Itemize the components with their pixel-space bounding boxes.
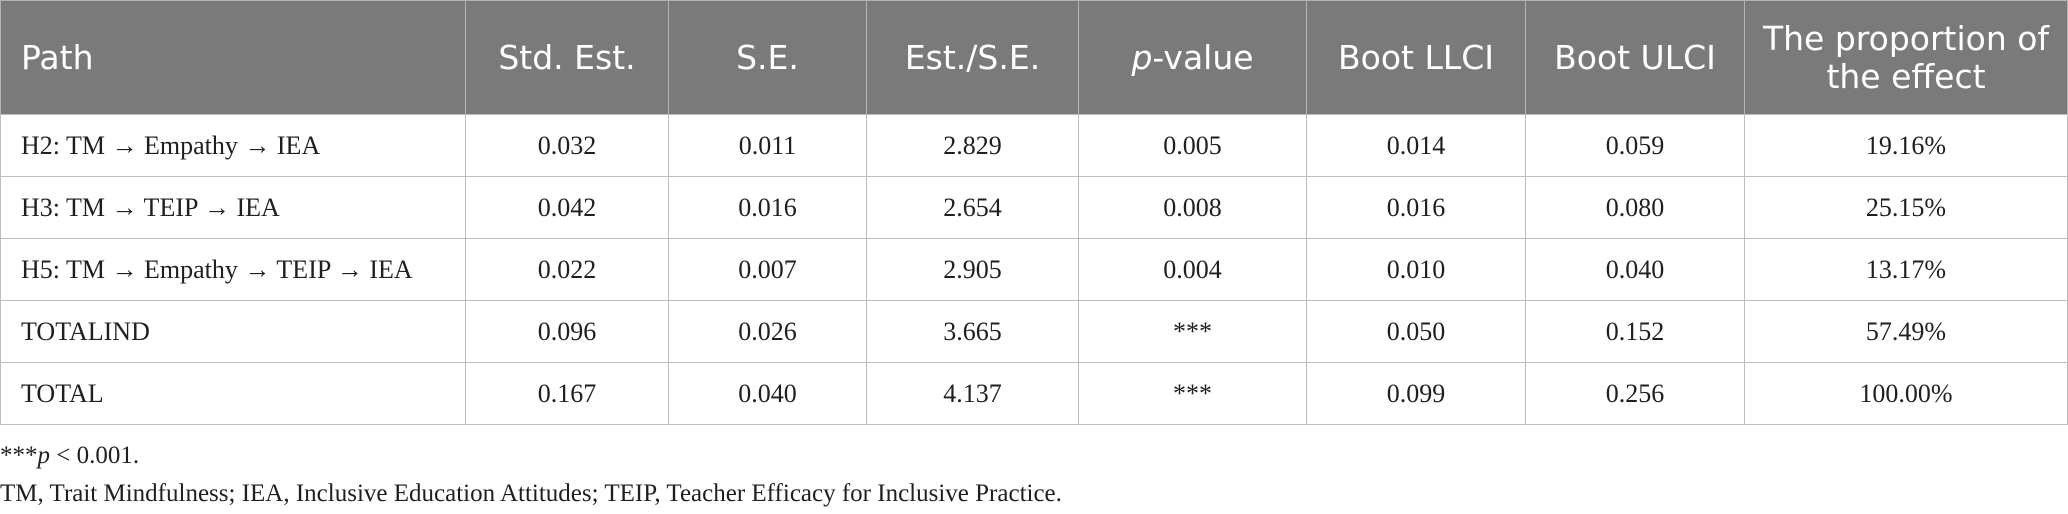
table-header: Path Std. Est. S.E. Est./S.E. p-value Bo… (0, 0, 2068, 115)
header-p-value: p-value (1078, 0, 1307, 115)
cell-boot-ulci: 0.059 (1525, 114, 1745, 177)
cell-p-value: 0.004 (1078, 238, 1307, 301)
cell-p-value: *** (1078, 362, 1307, 425)
cell-est-se: 2.654 (866, 176, 1079, 239)
cell-proportion: 13.17% (1744, 238, 2068, 301)
cell-path: H3: TM → TEIP → IEA (0, 176, 466, 239)
header-path: Path (0, 0, 466, 115)
mediation-results-table: Path Std. Est. S.E. Est./S.E. p-value Bo… (0, 0, 2068, 425)
cell-se: 0.026 (668, 300, 867, 363)
cell-se: 0.040 (668, 362, 867, 425)
table-footnotes: ***p < 0.001. TM, Trait Mindfulness; IEA… (0, 437, 2068, 513)
cell-p-value: 0.008 (1078, 176, 1307, 239)
cell-std-est: 0.032 (465, 114, 669, 177)
cell-p-value: 0.005 (1078, 114, 1307, 177)
significance-threshold: < 0.001. (50, 442, 140, 469)
cell-est-se: 2.829 (866, 114, 1079, 177)
cell-boot-llci: 0.050 (1306, 300, 1526, 363)
cell-se: 0.016 (668, 176, 867, 239)
cell-std-est: 0.042 (465, 176, 669, 239)
cell-std-est: 0.167 (465, 362, 669, 425)
table-row: H3: TM → TEIP → IEA 0.042 0.016 2.654 0.… (0, 176, 2068, 239)
cell-std-est: 0.022 (465, 238, 669, 301)
mediation-table-container: Path Std. Est. S.E. Est./S.E. p-value Bo… (0, 0, 2068, 425)
cell-se: 0.011 (668, 114, 867, 177)
cell-boot-ulci: 0.080 (1525, 176, 1745, 239)
cell-path: H5: TM → Empathy → TEIP → IEA (0, 238, 466, 301)
header-std-est: Std. Est. (465, 0, 669, 115)
significance-stars: *** (0, 442, 38, 469)
abbreviations-note: TM, Trait Mindfulness; IEA, Inclusive Ed… (0, 480, 1062, 507)
cell-est-se: 3.665 (866, 300, 1079, 363)
table-row: TOTALIND 0.096 0.026 3.665 *** 0.050 0.1… (0, 300, 2068, 363)
cell-boot-llci: 0.014 (1306, 114, 1526, 177)
table-body: H2: TM → Empathy → IEA 0.032 0.011 2.829… (0, 114, 2068, 425)
cell-p-value: *** (1078, 300, 1307, 363)
cell-boot-ulci: 0.256 (1525, 362, 1745, 425)
table-row: H2: TM → Empathy → IEA 0.032 0.011 2.829… (0, 114, 2068, 177)
cell-est-se: 2.905 (866, 238, 1079, 301)
cell-proportion: 19.16% (1744, 114, 2068, 177)
significance-note: ***p < 0.001. (0, 437, 2068, 475)
cell-proportion: 57.49% (1744, 300, 2068, 363)
cell-se: 0.007 (668, 238, 867, 301)
header-row: Path Std. Est. S.E. Est./S.E. p-value Bo… (0, 0, 2068, 115)
significance-p: p (37, 442, 51, 469)
cell-boot-llci: 0.016 (1306, 176, 1526, 239)
header-p-value-rest: -value (1152, 37, 1254, 77)
cell-boot-ulci: 0.040 (1525, 238, 1745, 301)
cell-std-est: 0.096 (465, 300, 669, 363)
cell-boot-llci: 0.010 (1306, 238, 1526, 301)
cell-proportion: 25.15% (1744, 176, 2068, 239)
table-row: H5: TM → Empathy → TEIP → IEA 0.022 0.00… (0, 238, 2068, 301)
header-boot-ulci: Boot ULCI (1525, 0, 1745, 115)
cell-path: TOTAL (0, 362, 466, 425)
cell-path: H2: TM → Empathy → IEA (0, 114, 466, 177)
cell-boot-llci: 0.099 (1306, 362, 1526, 425)
header-proportion: The proportion of the effect (1744, 0, 2068, 115)
header-p-value-italic: p (1131, 37, 1153, 77)
cell-proportion: 100.00% (1744, 362, 2068, 425)
header-boot-llci: Boot LLCI (1306, 0, 1526, 115)
header-est-se: Est./S.E. (866, 0, 1079, 115)
cell-est-se: 4.137 (866, 362, 1079, 425)
cell-boot-ulci: 0.152 (1525, 300, 1745, 363)
cell-path: TOTALIND (0, 300, 466, 363)
table-row: TOTAL 0.167 0.040 4.137 *** 0.099 0.256 … (0, 362, 2068, 425)
header-se: S.E. (668, 0, 867, 115)
